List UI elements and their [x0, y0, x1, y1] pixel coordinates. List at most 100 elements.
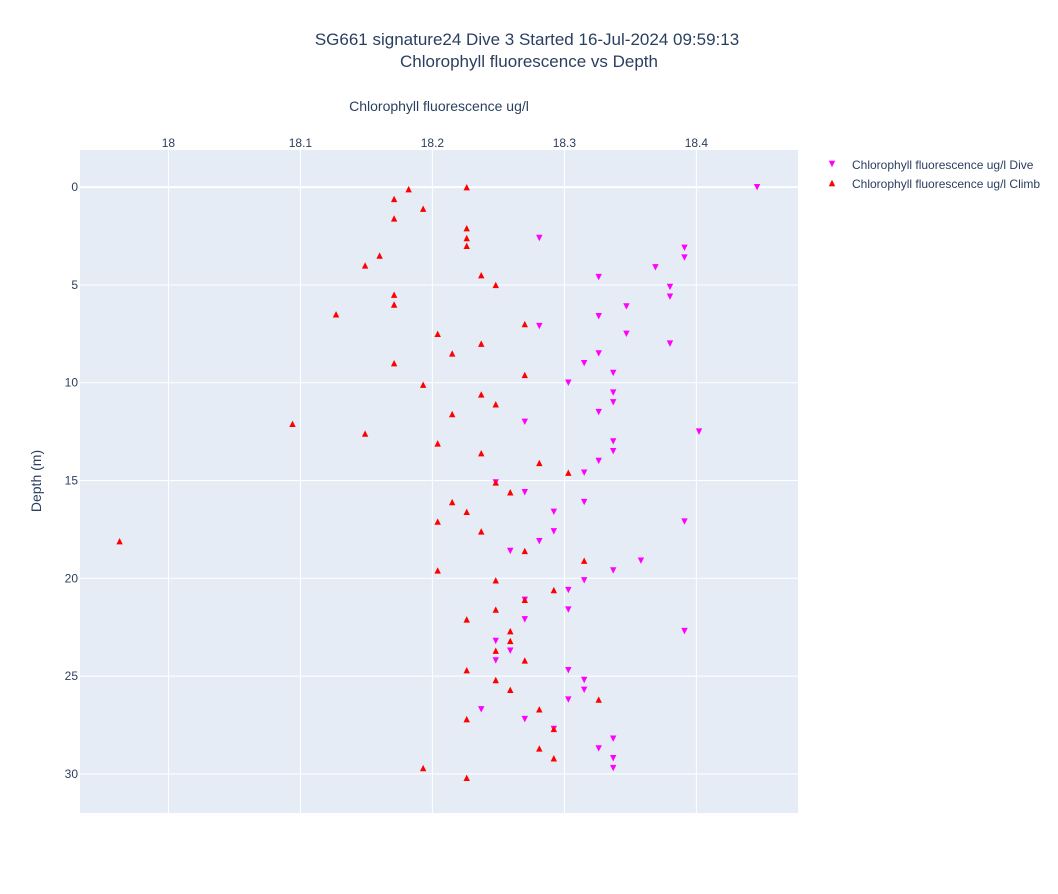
- data-point[interactable]: [492, 281, 499, 289]
- data-point[interactable]: [463, 242, 470, 250]
- data-point[interactable]: [695, 428, 703, 435]
- data-point[interactable]: [580, 359, 588, 367]
- legend-item-climb[interactable]: Chlorophyll fluorescence ug/l Climb: [828, 177, 1041, 191]
- data-point[interactable]: [521, 547, 528, 555]
- data-point[interactable]: [492, 577, 499, 584]
- data-point[interactable]: [434, 440, 441, 447]
- data-point[interactable]: [550, 725, 558, 733]
- data-point[interactable]: [652, 264, 659, 271]
- data-point[interactable]: [550, 586, 558, 594]
- data-point[interactable]: [637, 557, 645, 564]
- data-point[interactable]: [536, 537, 543, 545]
- data-point[interactable]: [610, 567, 617, 574]
- data-point[interactable]: [565, 586, 572, 594]
- data-point[interactable]: [666, 293, 674, 300]
- data-point[interactable]: [595, 745, 602, 752]
- data-point[interactable]: [434, 518, 441, 525]
- data-point[interactable]: [507, 686, 514, 693]
- data-point[interactable]: [463, 225, 470, 232]
- data-point[interactable]: [521, 616, 528, 623]
- data-point[interactable]: [390, 291, 398, 298]
- data-point[interactable]: [623, 303, 630, 310]
- data-point[interactable]: [463, 183, 470, 191]
- data-point[interactable]: [478, 706, 485, 713]
- data-point[interactable]: [536, 706, 543, 713]
- data-point[interactable]: [681, 254, 688, 261]
- data-point[interactable]: [463, 234, 470, 242]
- data-point[interactable]: [521, 657, 528, 664]
- data-point[interactable]: [610, 764, 617, 772]
- data-point[interactable]: [463, 667, 470, 674]
- data-point[interactable]: [610, 389, 617, 396]
- data-point[interactable]: [681, 244, 688, 251]
- data-point[interactable]: [376, 252, 383, 259]
- data-point[interactable]: [681, 518, 688, 525]
- data-point[interactable]: [580, 557, 588, 564]
- data-point[interactable]: [478, 449, 485, 457]
- data-point[interactable]: [434, 567, 441, 574]
- data-point[interactable]: [116, 537, 123, 545]
- data-point[interactable]: [492, 676, 499, 684]
- data-point[interactable]: [507, 489, 514, 496]
- data-point[interactable]: [580, 686, 588, 693]
- data-point[interactable]: [289, 420, 296, 428]
- data-point[interactable]: [492, 637, 499, 645]
- plot-area[interactable]: [80, 150, 798, 813]
- data-point[interactable]: [478, 271, 485, 279]
- data-point[interactable]: [610, 755, 617, 762]
- data-point[interactable]: [390, 215, 398, 222]
- data-point[interactable]: [595, 313, 602, 320]
- data-point[interactable]: [666, 283, 674, 291]
- data-point[interactable]: [521, 489, 528, 496]
- data-point[interactable]: [550, 528, 558, 535]
- data-point[interactable]: [536, 745, 543, 752]
- data-point[interactable]: [595, 457, 602, 465]
- data-point[interactable]: [521, 418, 528, 426]
- data-point[interactable]: [492, 479, 499, 486]
- data-point[interactable]: [565, 469, 572, 476]
- data-point[interactable]: [565, 667, 572, 674]
- data-point[interactable]: [610, 447, 617, 455]
- data-point[interactable]: [463, 616, 470, 623]
- data-point[interactable]: [521, 320, 528, 328]
- data-point[interactable]: [550, 755, 558, 762]
- data-point[interactable]: [610, 399, 617, 406]
- data-point[interactable]: [448, 410, 456, 418]
- data-point[interactable]: [580, 498, 588, 506]
- data-point[interactable]: [492, 647, 499, 654]
- data-point[interactable]: [478, 528, 485, 535]
- data-point[interactable]: [550, 508, 558, 516]
- data-point[interactable]: [405, 185, 412, 193]
- data-point[interactable]: [610, 369, 617, 377]
- data-point[interactable]: [536, 459, 543, 467]
- data-point[interactable]: [521, 596, 528, 604]
- data-point[interactable]: [419, 764, 427, 772]
- data-point[interactable]: [463, 508, 470, 516]
- data-point[interactable]: [492, 401, 499, 408]
- data-point[interactable]: [595, 696, 602, 703]
- data-point[interactable]: [536, 234, 543, 242]
- data-point[interactable]: [390, 359, 398, 367]
- data-point[interactable]: [666, 340, 674, 347]
- data-point[interactable]: [623, 330, 630, 338]
- data-point[interactable]: [521, 715, 528, 723]
- data-point[interactable]: [610, 438, 617, 445]
- data-point[interactable]: [478, 391, 485, 398]
- data-point[interactable]: [507, 547, 514, 555]
- data-point[interactable]: [580, 469, 588, 476]
- legend-item-dive[interactable]: Chlorophyll fluorescence ug/l Dive: [828, 158, 1034, 172]
- data-point[interactable]: [390, 301, 398, 308]
- data-point[interactable]: [595, 350, 602, 357]
- data-point[interactable]: [536, 322, 543, 330]
- data-point[interactable]: [580, 577, 588, 584]
- data-point[interactable]: [507, 637, 514, 645]
- data-point[interactable]: [580, 676, 588, 684]
- data-point[interactable]: [507, 647, 514, 654]
- data-point[interactable]: [361, 262, 369, 269]
- data-point[interactable]: [565, 696, 572, 703]
- data-point[interactable]: [595, 408, 602, 416]
- data-point[interactable]: [463, 715, 470, 723]
- data-point[interactable]: [507, 627, 514, 635]
- data-point[interactable]: [610, 735, 617, 742]
- data-point[interactable]: [753, 183, 761, 191]
